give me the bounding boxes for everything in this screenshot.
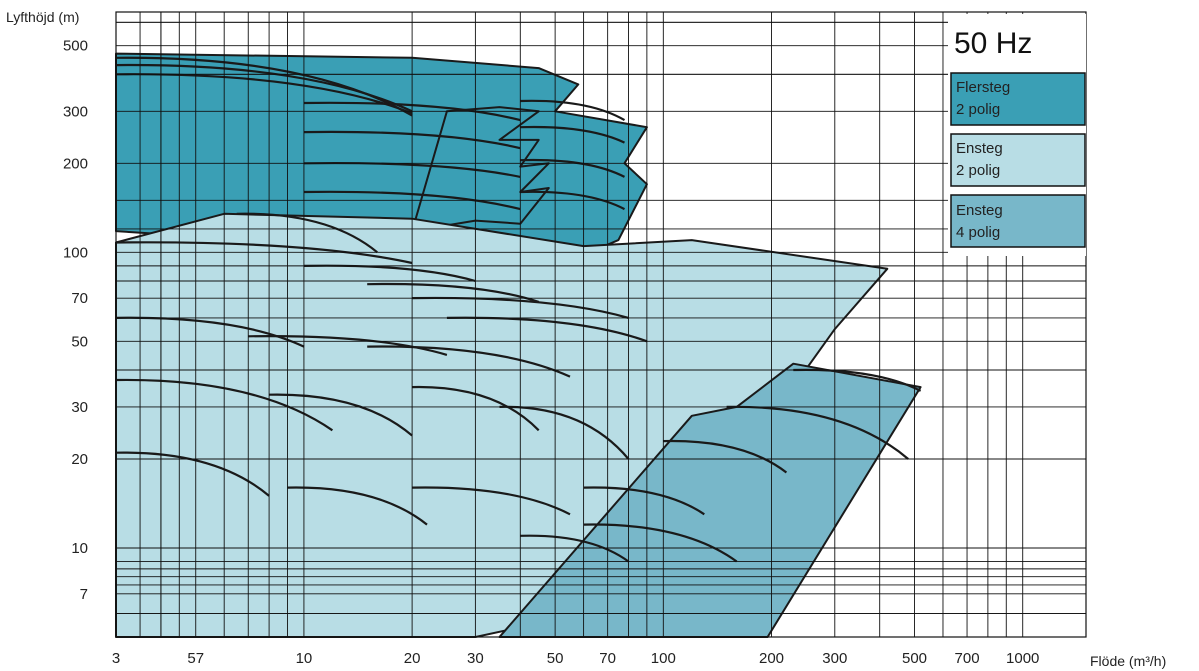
plot-frame (115, 11, 1087, 638)
pump-curve-1-10 (367, 345, 571, 378)
coverage-regions-layer (115, 52, 922, 638)
pump-curve-1-16 (520, 534, 630, 563)
pump-curve-2-0 (583, 523, 738, 563)
legend-swatch-flersteg-2-polig (950, 72, 1086, 126)
y-tick-label: 7 (80, 586, 88, 603)
pump-curve-1-3 (115, 451, 270, 497)
pump-curve-1-17 (583, 486, 705, 516)
y-tick-label: 30 (71, 399, 88, 416)
x-tick-label: 100 (651, 650, 676, 667)
pump-curve-1-2 (115, 378, 334, 432)
y-tick-label: 500 (63, 38, 88, 55)
y-tick-label: 300 (63, 103, 88, 120)
y-axis-title: Lyfthöjd (m) (6, 9, 79, 25)
legend-label-line-2: 4 polig (956, 224, 1000, 241)
x-tick-label: 70 (599, 650, 616, 667)
pump-curve-0-10 (520, 190, 626, 211)
x-tick-label: 57 (187, 650, 204, 667)
pump-curve-1-4 (236, 212, 378, 254)
y-tick-label: 50 (71, 333, 88, 350)
legend-label-line-2: 2 polig (956, 101, 1000, 118)
pump-curve-1-6 (367, 282, 540, 303)
x-tick-label: 300 (822, 650, 847, 667)
legend: 50 Hz Flersteg 2 polig Ensteg 2 polig En… (948, 14, 1086, 256)
legend-label-line-1: Ensteg (956, 202, 1003, 219)
legend-label-line-1: Ensteg (956, 140, 1003, 157)
y-tick-label: 20 (71, 451, 88, 468)
legend-label-line-2: 2 polig (956, 162, 1000, 179)
pump-curve-1-0 (115, 241, 413, 265)
pump-curve-1-15 (412, 486, 571, 516)
pump-curves-layer (115, 56, 922, 563)
x-axis-title: Flöde (m³/h) (1090, 653, 1166, 669)
legend-title: 50 Hz (954, 27, 1032, 60)
pump-curve-0-3 (303, 101, 521, 122)
tick-labels-layer: 3 57 10 20 30 50 70 100 200 300 500 700 1000 7 10 20 30 5… (63, 38, 1039, 667)
pump-curve-0-4 (303, 130, 521, 150)
x-tick-label: 3 (112, 650, 120, 667)
y-tick-label: 100 (63, 244, 88, 261)
x-tick-label: 1000 (1006, 650, 1039, 667)
x-tick-label: 50 (547, 650, 564, 667)
pump-curve-0-0 (115, 56, 413, 117)
x-tick-label: 10 (296, 650, 313, 667)
legend-label-line-1: Flersteg (956, 79, 1010, 96)
pump-curve-1-12 (412, 385, 540, 432)
y-tick-label: 200 (63, 155, 88, 172)
grid-layer (116, 12, 1086, 637)
pump-curve-1-11 (269, 393, 413, 437)
y-tick-label: 70 (71, 290, 88, 307)
x-tick-label: 20 (404, 650, 421, 667)
x-tick-label: 200 (759, 650, 784, 667)
pump-curve-1-9 (248, 335, 448, 356)
y-tick-label: 10 (71, 540, 88, 557)
x-tick-label: 30 (467, 650, 484, 667)
legend-swatch-ensteg-2-polig (950, 133, 1086, 187)
pump-curve-0-7 (520, 99, 626, 122)
pump-curve-0-6 (303, 190, 521, 211)
x-tick-label: 700 (955, 650, 980, 667)
pump-curve-0-1 (115, 63, 413, 113)
legend-swatch-ensteg-4-polig (950, 194, 1086, 248)
pump-curve-2-1 (663, 439, 788, 474)
pump-curve-0-8 (520, 125, 625, 144)
x-tick-label: 500 (902, 650, 927, 667)
pump-curve-1-14 (287, 486, 428, 526)
